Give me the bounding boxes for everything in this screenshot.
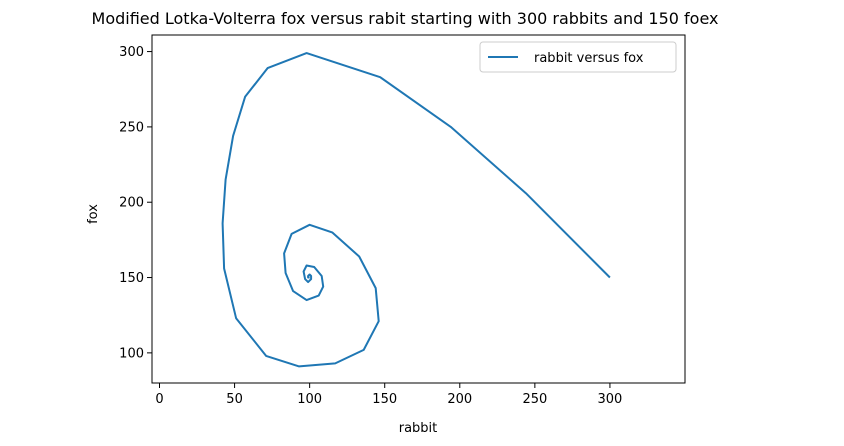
y-tick-label: 100	[119, 346, 144, 361]
x-tick-label: 250	[522, 392, 547, 407]
y-tick-label: 300	[119, 45, 144, 60]
series-line-rabbit-versus-fox	[221, 52, 611, 368]
x-tick-label: 50	[226, 392, 243, 407]
x-tick-label: 200	[447, 392, 472, 407]
y-axis-label: fox	[86, 204, 101, 224]
x-axis: 0 50 100 150 200 250 300	[155, 383, 622, 407]
y-tick-label: 150	[119, 271, 144, 286]
x-tick-label: 150	[372, 392, 397, 407]
plot-area: 100 150 200 250 300 0 50 100 150 200 250 300	[119, 34, 686, 407]
x-axis-label: rabbit	[399, 421, 438, 436]
y-tick-label: 250	[119, 120, 144, 135]
chart-title: Modified Lotka-Volterra fox versus rabit…	[92, 9, 719, 28]
plot-frame	[151, 34, 686, 384]
x-tick-label: 300	[598, 392, 623, 407]
x-tick-label: 100	[297, 392, 322, 407]
y-axis: 100 150 200 250 300	[119, 45, 152, 361]
y-tick-label: 200	[119, 196, 144, 211]
legend-label: rabbit versus fox	[534, 51, 644, 66]
legend-box	[479, 41, 677, 73]
legend: rabbit versus fox	[479, 41, 677, 73]
x-tick-label: 0	[155, 392, 163, 407]
